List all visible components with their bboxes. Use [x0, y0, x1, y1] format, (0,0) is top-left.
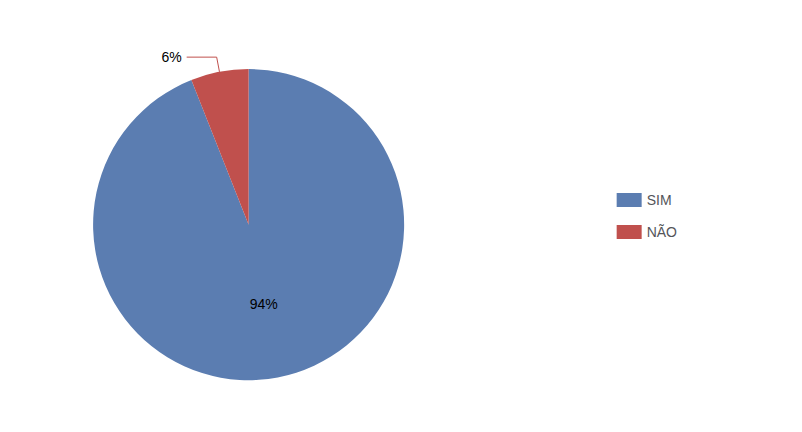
svg-text:NÃO: NÃO — [647, 224, 677, 240]
svg-text:94%: 94% — [250, 296, 278, 312]
svg-text:6%: 6% — [161, 49, 181, 65]
svg-text:SIM: SIM — [647, 192, 672, 208]
